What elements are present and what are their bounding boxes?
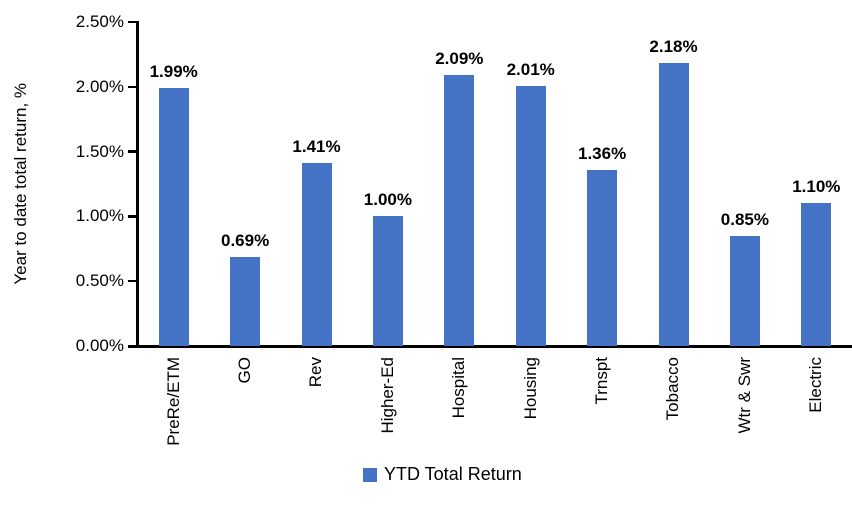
bar-value-label: 1.36% [577, 143, 627, 163]
x-category-label-cell: GO [209, 357, 280, 459]
x-category-label: Wtr & Swr [734, 357, 754, 434]
x-category-label: GO [235, 357, 255, 384]
bar [301, 163, 332, 346]
y-axis-title: Year to date total return, % [11, 83, 30, 285]
bar-value-label: 1.41% [292, 137, 341, 157]
bar [230, 256, 261, 346]
y-axis-line [136, 21, 139, 347]
bar [729, 235, 760, 346]
legend-label: YTD Total Return [384, 464, 522, 484]
x-category-label-cell: Higher-Ed [352, 357, 423, 459]
bar-value-label: 1.10% [792, 177, 841, 197]
x-category-label-cell: PreRe/ETM [138, 357, 209, 459]
bar-value-label: 0.69% [220, 230, 270, 250]
x-category-label-cell: Wtr & Swr [709, 357, 780, 459]
bar [801, 203, 832, 346]
bar-value-label: 0.85% [720, 209, 769, 229]
x-category-label: Electric [806, 357, 826, 413]
y-tick-mark [128, 215, 138, 218]
bar-value-label: 1.00% [363, 190, 412, 210]
legend-swatch-icon [363, 467, 377, 482]
x-axis-line [128, 345, 852, 348]
y-tick-mark [128, 85, 138, 89]
x-category-label-cell: Trnspt [566, 357, 637, 459]
y-tick-label: 1.50% [75, 141, 124, 161]
x-category-label: Tobacco [663, 357, 683, 421]
bar-value-label: 2.09% [435, 49, 484, 69]
y-tick-label: 0.50% [75, 271, 124, 291]
x-category-label: PreRe/ETM [163, 357, 183, 446]
y-tick-label: 0.00% [75, 336, 124, 355]
plot-area: 1.99% 0.69% 1.41% 1.00% 2.09% 2.01% 1.36% 2.18%… [138, 22, 852, 346]
bar [515, 85, 546, 346]
y-tick-label: 1.00% [75, 206, 124, 226]
x-category-label-cell: Housing [495, 357, 566, 459]
y-tick-mark [128, 20, 138, 24]
x-category-label-cell: Tobacco [638, 357, 709, 459]
legend: YTD Total Return [363, 464, 522, 485]
y-axis-title-wrap: Year to date total return, % [6, 22, 36, 346]
x-category-label: Higher-Ed [377, 357, 397, 434]
x-category-label-cell: Electric [781, 357, 852, 459]
bar [658, 63, 689, 346]
y-tick-mark [128, 344, 138, 348]
x-axis-labels: PreRe/ETM GO Rev Higher-Ed Hospital Housing Tr… [138, 357, 852, 459]
bar [444, 75, 475, 346]
bar [372, 216, 403, 346]
y-tick-mark [128, 279, 138, 283]
x-category-label: Trnspt [592, 357, 612, 405]
x-category-label: Hospital [449, 357, 469, 419]
x-category-label-cell: Hospital [424, 357, 495, 459]
y-tick-mark [128, 150, 138, 153]
x-category-label: Housing [520, 357, 540, 420]
y-tick-label: 2.50% [75, 12, 124, 31]
bar-value-label: 2.18% [649, 37, 698, 57]
bar [587, 169, 618, 346]
x-category-label-cell: Rev [281, 357, 352, 459]
y-tick-label: 2.00% [75, 76, 124, 96]
bar-value-label: 2.01% [506, 59, 555, 79]
x-category-label: Rev [306, 357, 326, 388]
bar [158, 88, 189, 346]
bar-value-label: 1.99% [149, 62, 198, 82]
